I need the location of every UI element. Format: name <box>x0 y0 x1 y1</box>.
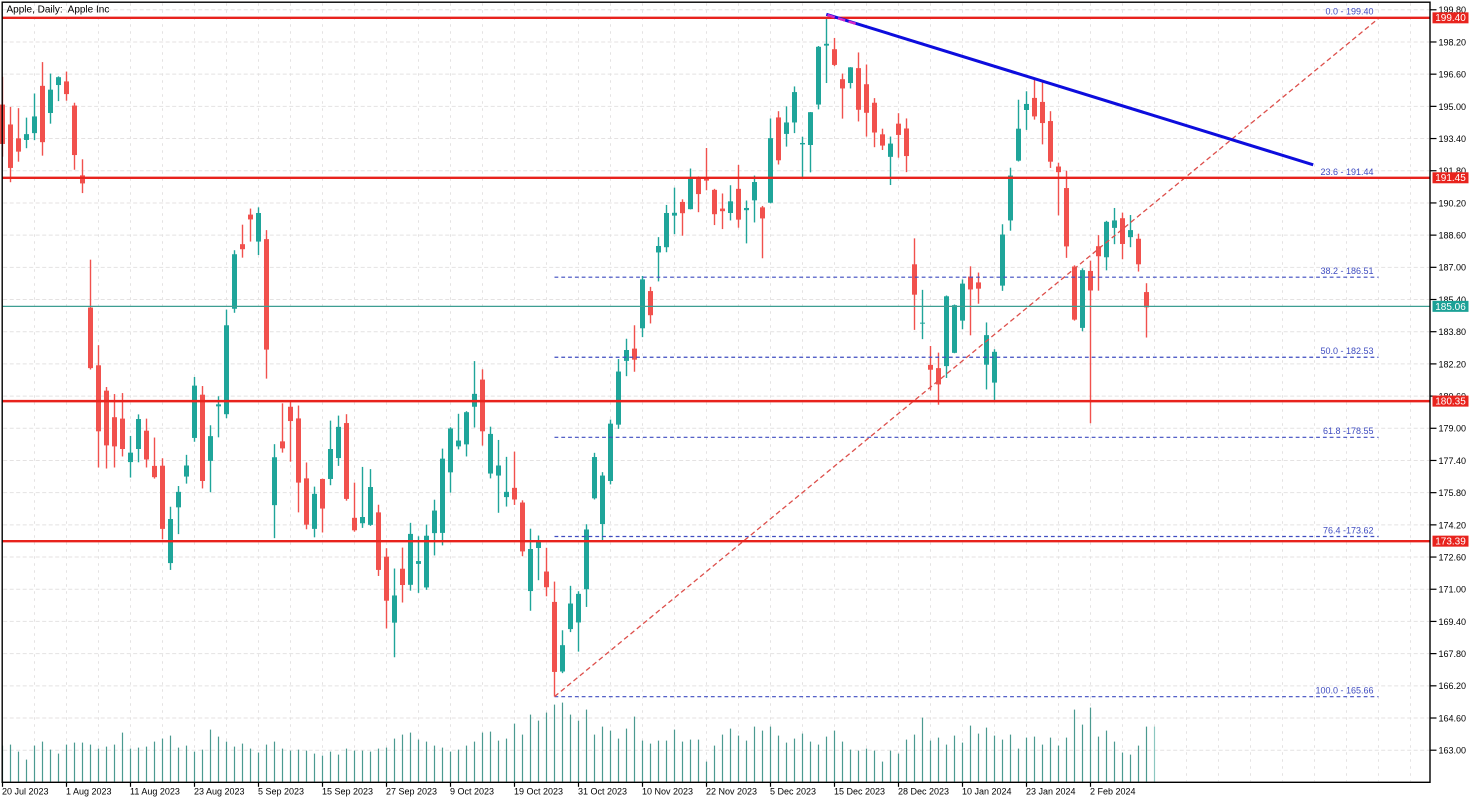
svg-text:23 Aug 2023: 23 Aug 2023 <box>194 787 245 797</box>
svg-text:15 Dec 2023: 15 Dec 2023 <box>834 787 885 797</box>
svg-text:1 Aug 2023: 1 Aug 2023 <box>66 787 112 797</box>
svg-text:173.39: 173.39 <box>1435 537 1466 548</box>
svg-text:180.35: 180.35 <box>1435 397 1466 408</box>
svg-text:22 Nov 2023: 22 Nov 2023 <box>706 787 757 797</box>
svg-text:23.6 - 191.44: 23.6 - 191.44 <box>1320 167 1373 177</box>
svg-text:38.2 - 186.51: 38.2 - 186.51 <box>1320 266 1373 276</box>
svg-text:10 Jan 2024: 10 Jan 2024 <box>962 787 1012 797</box>
svg-text:183.80: 183.80 <box>1439 327 1467 337</box>
svg-text:2 Feb 2024: 2 Feb 2024 <box>1090 787 1136 797</box>
svg-text:175.80: 175.80 <box>1439 488 1467 498</box>
svg-text:167.80: 167.80 <box>1439 649 1467 659</box>
svg-text:193.40: 193.40 <box>1439 134 1467 144</box>
svg-text:187.00: 187.00 <box>1439 263 1467 273</box>
svg-text:196.60: 196.60 <box>1439 70 1467 80</box>
svg-text:172.60: 172.60 <box>1439 552 1467 562</box>
svg-text:199.80: 199.80 <box>1439 5 1467 15</box>
svg-text:15 Sep 2023: 15 Sep 2023 <box>322 787 373 797</box>
svg-text:177.40: 177.40 <box>1439 456 1467 466</box>
svg-text:5 Sep 2023: 5 Sep 2023 <box>258 787 304 797</box>
svg-text:188.60: 188.60 <box>1439 231 1467 241</box>
svg-text:179.00: 179.00 <box>1439 424 1467 434</box>
svg-text:11 Aug 2023: 11 Aug 2023 <box>130 787 180 797</box>
svg-text:31 Oct 2023: 31 Oct 2023 <box>578 787 627 797</box>
svg-text:171.00: 171.00 <box>1439 585 1467 595</box>
svg-text:191.45: 191.45 <box>1435 173 1466 184</box>
svg-text:174.20: 174.20 <box>1439 520 1467 530</box>
svg-text:198.20: 198.20 <box>1439 37 1467 47</box>
svg-text:185.06: 185.06 <box>1435 302 1466 313</box>
svg-text:10 Nov 2023: 10 Nov 2023 <box>642 787 693 797</box>
svg-text:50.0 - 182.53: 50.0 - 182.53 <box>1320 346 1373 356</box>
svg-text:169.40: 169.40 <box>1439 617 1467 627</box>
svg-text:100.0 - 165.66: 100.0 - 165.66 <box>1315 685 1373 695</box>
svg-text:28 Dec 2023: 28 Dec 2023 <box>898 787 949 797</box>
svg-text:0.0 - 199.40: 0.0 - 199.40 <box>1325 7 1373 17</box>
svg-text:195.00: 195.00 <box>1439 102 1467 112</box>
svg-text:191.80: 191.80 <box>1439 166 1467 176</box>
svg-text:9 Oct 2023: 9 Oct 2023 <box>450 787 494 797</box>
svg-text:61.8 -178.55: 61.8 -178.55 <box>1323 426 1374 436</box>
svg-text:199.40: 199.40 <box>1435 13 1466 24</box>
svg-text:19 Oct 2023: 19 Oct 2023 <box>514 787 563 797</box>
svg-text:164.60: 164.60 <box>1439 713 1467 723</box>
svg-text:190.20: 190.20 <box>1439 198 1467 208</box>
svg-text:76.4 -173.62: 76.4 -173.62 <box>1323 525 1374 535</box>
svg-text:20 Jul 2023: 20 Jul 2023 <box>2 787 49 797</box>
svg-text:5 Dec 2023: 5 Dec 2023 <box>770 787 816 797</box>
svg-text:166.20: 166.20 <box>1439 681 1467 691</box>
svg-text:185.40: 185.40 <box>1439 295 1467 305</box>
svg-text:Apple, Daily: Apple Inc: Apple, Daily: Apple Inc <box>7 5 110 16</box>
svg-text:182.20: 182.20 <box>1439 359 1467 369</box>
svg-text:163.00: 163.00 <box>1439 746 1467 756</box>
svg-text:27 Sep 2023: 27 Sep 2023 <box>386 787 437 797</box>
svg-text:23 Jan 2024: 23 Jan 2024 <box>1026 787 1076 797</box>
